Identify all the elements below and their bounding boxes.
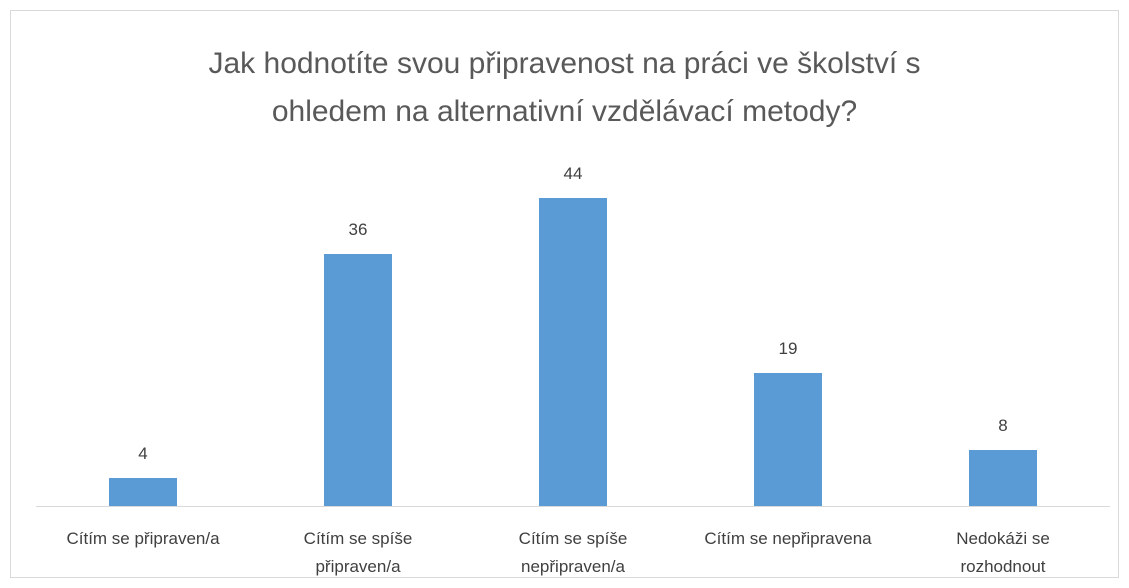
bar [109,478,177,506]
x-tick-label: Nedokáži se rozhodnout [956,529,1050,576]
title-box: Jak hodnotíte svou připravenost na práci… [0,40,1129,136]
x-tick-label: Cítím se připraven/a [66,529,220,548]
chart-title: Jak hodnotíte svou připravenost na práci… [208,47,921,128]
value-label: 8 [998,416,1008,435]
bar [754,373,822,506]
bar [539,198,607,506]
value-label: 36 [348,220,368,239]
x-tick-label: Cítím se nepřipravena [704,529,872,548]
x-tick-label: Cítím se spíše připraven/a [303,529,413,576]
value-label: 4 [138,444,148,463]
value-label: 19 [778,339,798,358]
value-label: 44 [563,164,583,183]
x-tick-label: Cítím se spíše nepřipraven/a [518,529,628,576]
bar [324,254,392,506]
bar [969,450,1037,506]
